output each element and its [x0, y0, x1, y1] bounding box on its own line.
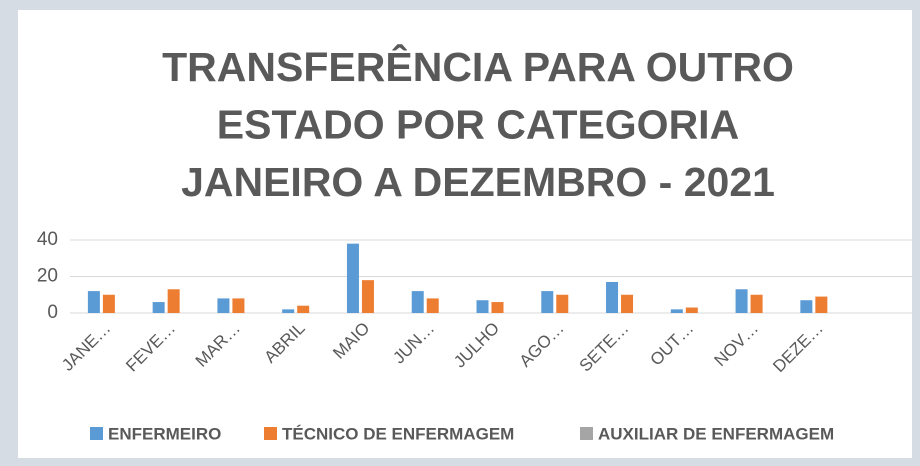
bar: [541, 291, 554, 313]
bar: [685, 307, 698, 313]
bar: [800, 300, 813, 313]
bar: [750, 294, 763, 313]
chart-title: TRANSFERÊNCIA PARA OUTRO: [162, 44, 794, 90]
bar: [426, 298, 439, 313]
bar: [476, 300, 489, 313]
legend-label: ENFERMEIRO: [108, 424, 221, 443]
y-tick-label: 40: [37, 229, 58, 250]
bar: [102, 294, 115, 313]
legend-label: TÉCNICO DE ENFERMAGEM: [282, 424, 514, 443]
bar: [491, 302, 504, 313]
bar: [735, 289, 748, 313]
chart-area: [18, 10, 912, 458]
legend-swatch: [264, 427, 277, 440]
bar: [346, 243, 359, 313]
bar: [87, 291, 100, 313]
bar: [167, 289, 180, 313]
bar: [606, 281, 619, 313]
bar: [361, 280, 374, 313]
bar: [232, 298, 245, 313]
chart-title: JANEIRO A DEZEMBRO - 2021: [181, 159, 775, 205]
bar: [556, 294, 569, 313]
legend-swatch: [580, 427, 593, 440]
y-tick-label: 0: [47, 302, 58, 323]
bar: [670, 309, 683, 313]
bar: [282, 309, 295, 313]
bar: [297, 305, 310, 313]
bar: [411, 291, 424, 313]
bar: [815, 296, 828, 313]
y-tick-label: 20: [37, 266, 58, 287]
legend-swatch: [90, 427, 103, 440]
bar: [217, 298, 230, 313]
bar: [621, 294, 634, 313]
bar: [152, 302, 165, 313]
legend-label: AUXILIAR DE ENFERMAGEM: [598, 424, 834, 443]
chart-title: ESTADO POR CATEGORIA: [217, 101, 739, 147]
